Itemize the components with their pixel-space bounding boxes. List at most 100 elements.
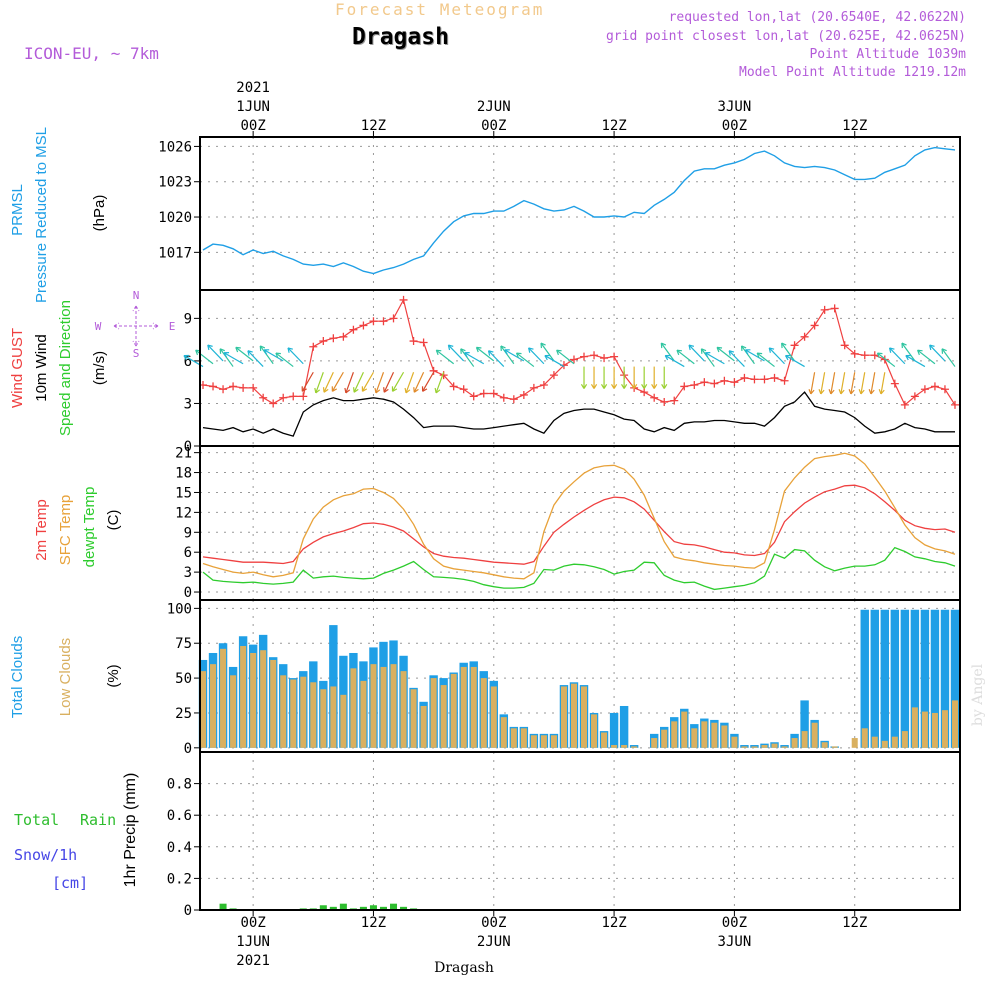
sfc-temp-line — [202, 452, 956, 580]
low-cloud-bar — [250, 652, 257, 748]
wind-arrow-head — [917, 349, 923, 356]
top-time-label: 00Z — [481, 118, 506, 134]
wind-arrow-head — [223, 352, 230, 358]
panel-frame — [199, 136, 961, 291]
rain-bar — [390, 903, 398, 910]
low-cloud-bar — [921, 711, 928, 748]
y-tick-label: 1020 — [158, 210, 192, 226]
wind-direction-arrow — [435, 349, 455, 365]
gust-marker — [479, 389, 488, 398]
wind-direction-arrow — [435, 372, 445, 394]
low-cloud-bar — [210, 664, 217, 748]
wind-direction-arrow — [880, 372, 886, 395]
low-cloud-bar — [681, 711, 688, 748]
wind-arrow-head — [447, 344, 454, 351]
gust-marker — [820, 305, 829, 314]
low-cloud-bar — [751, 746, 758, 748]
wind-arrow-head — [740, 345, 747, 351]
y-tick-label: 9 — [184, 311, 192, 327]
gust-marker — [930, 382, 939, 391]
wind-direction-arrow — [315, 372, 324, 394]
wind-direction-arrow — [781, 342, 796, 362]
gust-marker — [549, 371, 558, 380]
gust-marker — [229, 382, 238, 391]
gust-marker — [279, 393, 288, 402]
wind-arrow-head — [716, 346, 723, 353]
gust-marker — [650, 393, 659, 402]
y-tick-label: 75 — [175, 636, 192, 652]
wind-arrow-head — [487, 350, 494, 356]
y-tick-label: 0 — [184, 741, 192, 757]
wind-direction-arrow — [345, 372, 354, 394]
low-cloud-bar — [360, 680, 367, 748]
wind-arrow-head — [688, 344, 695, 351]
wind-direction-arrow — [676, 349, 695, 365]
wind-arrow-head — [331, 386, 338, 392]
wind-arrow-head — [781, 342, 787, 349]
gust-marker — [259, 393, 268, 402]
gust-marker — [219, 385, 228, 394]
total-cloud-bar — [920, 609, 930, 748]
wind-arrow-head — [744, 349, 751, 355]
wind-direction-arrow — [705, 352, 725, 365]
wind-direction-arrow — [850, 372, 856, 395]
panel-frame — [199, 445, 961, 601]
wind-arrow-head — [768, 347, 775, 353]
bottom-time-label: 12Z — [361, 915, 386, 931]
pressure-short-label: PRMSL — [9, 184, 26, 236]
y-tick-label: 15 — [175, 485, 192, 501]
gust-marker — [359, 321, 368, 330]
gust-marker — [750, 375, 759, 384]
gust-marker — [369, 317, 378, 326]
y-tick-label: 50 — [175, 671, 192, 687]
gust-marker — [249, 383, 258, 392]
low-cloud-bar — [711, 722, 718, 748]
gust-marker — [940, 385, 949, 394]
wind-arrow-head — [580, 383, 588, 389]
low-cloud-bar — [230, 675, 237, 748]
total-cloud-bar — [900, 609, 910, 748]
low-cloud-bar — [390, 664, 397, 748]
location-title: Dragash — [352, 24, 449, 50]
y-tick-label: 3 — [184, 396, 192, 412]
gust-marker — [299, 392, 308, 401]
wind-direction-arrow — [688, 344, 705, 362]
wind-arrow-head — [544, 354, 550, 361]
y-tick-label: 6 — [184, 545, 192, 561]
wind-arrow-head — [464, 352, 470, 358]
wind-direction-arrow — [556, 349, 575, 365]
low-cloud-bar — [621, 745, 628, 748]
wind-arrow-head — [219, 348, 225, 354]
gust-marker — [399, 295, 408, 304]
wind-direction-arrow — [889, 347, 906, 365]
low-cloud-bar — [270, 659, 277, 748]
wind-direction-arrow — [716, 346, 735, 362]
gust-marker — [239, 383, 248, 392]
wind-10m-label: 10m Wind — [33, 334, 50, 402]
low-cloud-bar — [761, 745, 768, 748]
low-cloud-bar — [661, 729, 668, 748]
wind-direction-arrow — [207, 344, 224, 362]
wind-direction-arrow — [413, 372, 425, 393]
low-cloud-bar — [881, 740, 888, 748]
low-cloud-bar — [290, 679, 297, 748]
low-cloud-bar — [701, 721, 708, 748]
gust-marker — [329, 334, 338, 343]
wind-direction-arrow — [301, 371, 314, 392]
total-cloud-bar — [930, 609, 940, 748]
low-cloud-bar — [570, 683, 577, 748]
gust-marker — [590, 351, 599, 360]
gust-marker — [610, 352, 619, 361]
wind-arrow-head — [818, 389, 825, 395]
panel-frame — [199, 751, 961, 911]
wind-arrow-head — [361, 386, 368, 392]
wind-direction-arrow — [745, 349, 765, 362]
wind-arrow-head — [808, 389, 815, 395]
wind-arrow-head — [661, 383, 668, 389]
wind-arrow-head — [610, 383, 618, 389]
precip-axis-label: 1hr Precip (mm) — [122, 773, 139, 888]
wind-direction-arrow — [768, 347, 785, 365]
wind-arrow-head — [704, 352, 711, 358]
temp2m-line — [202, 484, 956, 565]
wind-direction-arrow — [263, 349, 284, 362]
